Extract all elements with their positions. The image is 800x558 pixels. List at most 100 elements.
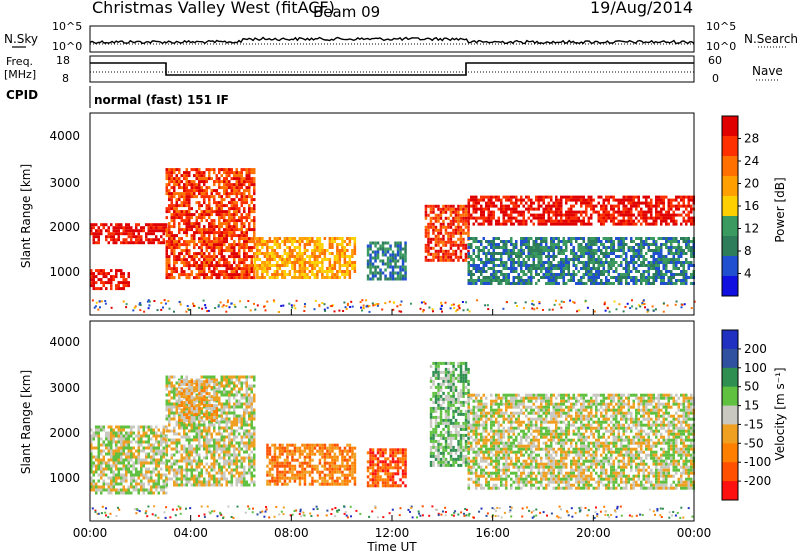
heatmap-cell (609, 311, 611, 313)
heatmap-cell (570, 279, 573, 282)
heatmap-cell (339, 237, 342, 240)
heatmap-cell (166, 406, 169, 409)
heatmap-cell (166, 234, 169, 237)
heatmap-cell (605, 205, 608, 208)
heatmap-cell (163, 241, 166, 244)
heatmap-cell (93, 272, 96, 275)
heatmap-cell (271, 249, 274, 252)
heatmap-cell (198, 216, 201, 219)
heatmap-cell (171, 457, 174, 460)
heatmap-cell (201, 469, 204, 472)
heatmap-cell (181, 204, 184, 207)
heatmap-cell (575, 240, 578, 243)
heatmap-cell (211, 192, 214, 195)
heatmap-cell (138, 235, 141, 238)
heatmap-cell (311, 273, 314, 276)
heatmap-cell (135, 474, 138, 477)
heatmap-cell (655, 240, 658, 243)
heatmap-cell (181, 210, 184, 213)
heatmap-cell (590, 249, 593, 252)
heatmap-cell (543, 276, 546, 279)
heatmap-cell (163, 432, 166, 435)
heatmap-cell (520, 196, 523, 199)
heatmap-cell (211, 195, 214, 198)
power-colorbar-tick: 20 (744, 177, 759, 191)
heatmap-cell (173, 388, 176, 391)
heatmap-cell (500, 246, 503, 249)
heatmap-cell (115, 447, 118, 450)
heatmap-cell (658, 202, 661, 205)
heatmap-cell (528, 237, 531, 240)
heatmap-cell (402, 275, 405, 278)
heatmap-cell (447, 217, 450, 220)
heatmap-cell (457, 256, 460, 259)
heatmap-cell (331, 252, 334, 255)
heatmap-cell (95, 471, 98, 474)
heatmap-cell (168, 466, 171, 469)
heatmap-cell (198, 436, 201, 439)
heatmap-cell (630, 217, 633, 220)
heatmap-cell (218, 177, 221, 180)
heatmap-cell (238, 171, 241, 174)
heatmap-cell (208, 433, 211, 436)
heatmap-cell (384, 278, 387, 281)
heatmap-cell (171, 466, 174, 469)
heatmap-cell (478, 279, 481, 282)
heatmap-cell (201, 189, 204, 192)
heatmap-cell (543, 199, 546, 202)
heatmap-cell (201, 228, 204, 231)
heatmap-cell (488, 249, 491, 252)
heatmap-cell (309, 243, 312, 246)
heatmap-cell (150, 480, 153, 483)
heatmap-cell (460, 208, 463, 211)
heatmap-cell (120, 438, 123, 441)
heatmap-cell (392, 260, 395, 263)
heatmap-cell (367, 260, 370, 263)
heatmap-cell (316, 270, 319, 273)
heatmap-cell (188, 195, 191, 198)
heatmap-cell (475, 282, 478, 285)
heatmap-cell (535, 252, 538, 255)
heatmap-cell (241, 258, 244, 261)
heatmap-cell (493, 255, 496, 258)
heatmap-cell (478, 240, 481, 243)
heatmap-cell (191, 412, 194, 415)
heatmap-cell (336, 273, 339, 276)
heatmap-cell (163, 486, 166, 489)
heatmap-cell (228, 222, 231, 225)
heatmap-cell (173, 216, 176, 219)
heatmap-cell (173, 311, 175, 313)
heatmap-cell (399, 266, 402, 269)
heatmap-cell (680, 237, 683, 240)
heatmap-cell (437, 259, 440, 262)
heatmap-cell (658, 252, 661, 255)
heatmap-cell (653, 220, 656, 223)
heatmap-cell (301, 255, 304, 258)
heatmap-cell (404, 275, 407, 278)
heatmap-cell (206, 213, 209, 216)
heatmap-cell (488, 276, 491, 279)
heatmap-cell (488, 252, 491, 255)
heatmap-cell (550, 211, 553, 214)
heatmap-cell (231, 183, 234, 186)
heatmap-cell (231, 234, 234, 237)
heatmap-cell (515, 255, 518, 258)
heatmap-cell (176, 180, 179, 183)
heatmap-cell (645, 237, 648, 240)
heatmap-cell (211, 189, 214, 192)
heatmap-cell (133, 465, 136, 468)
heatmap-cell (543, 264, 546, 267)
heatmap-cell (600, 282, 603, 285)
heatmap-cell (655, 214, 658, 217)
heatmap-cell (211, 261, 214, 264)
heatmap-cell (515, 302, 517, 304)
heatmap-cell (123, 441, 126, 444)
heatmap-cell (181, 174, 184, 177)
heatmap-cell (296, 270, 299, 273)
heatmap-cell (457, 259, 460, 262)
heatmap-cell (168, 385, 171, 388)
heatmap-cell (628, 261, 631, 264)
heatmap-cell (613, 211, 616, 214)
heatmap-cell (206, 436, 209, 439)
